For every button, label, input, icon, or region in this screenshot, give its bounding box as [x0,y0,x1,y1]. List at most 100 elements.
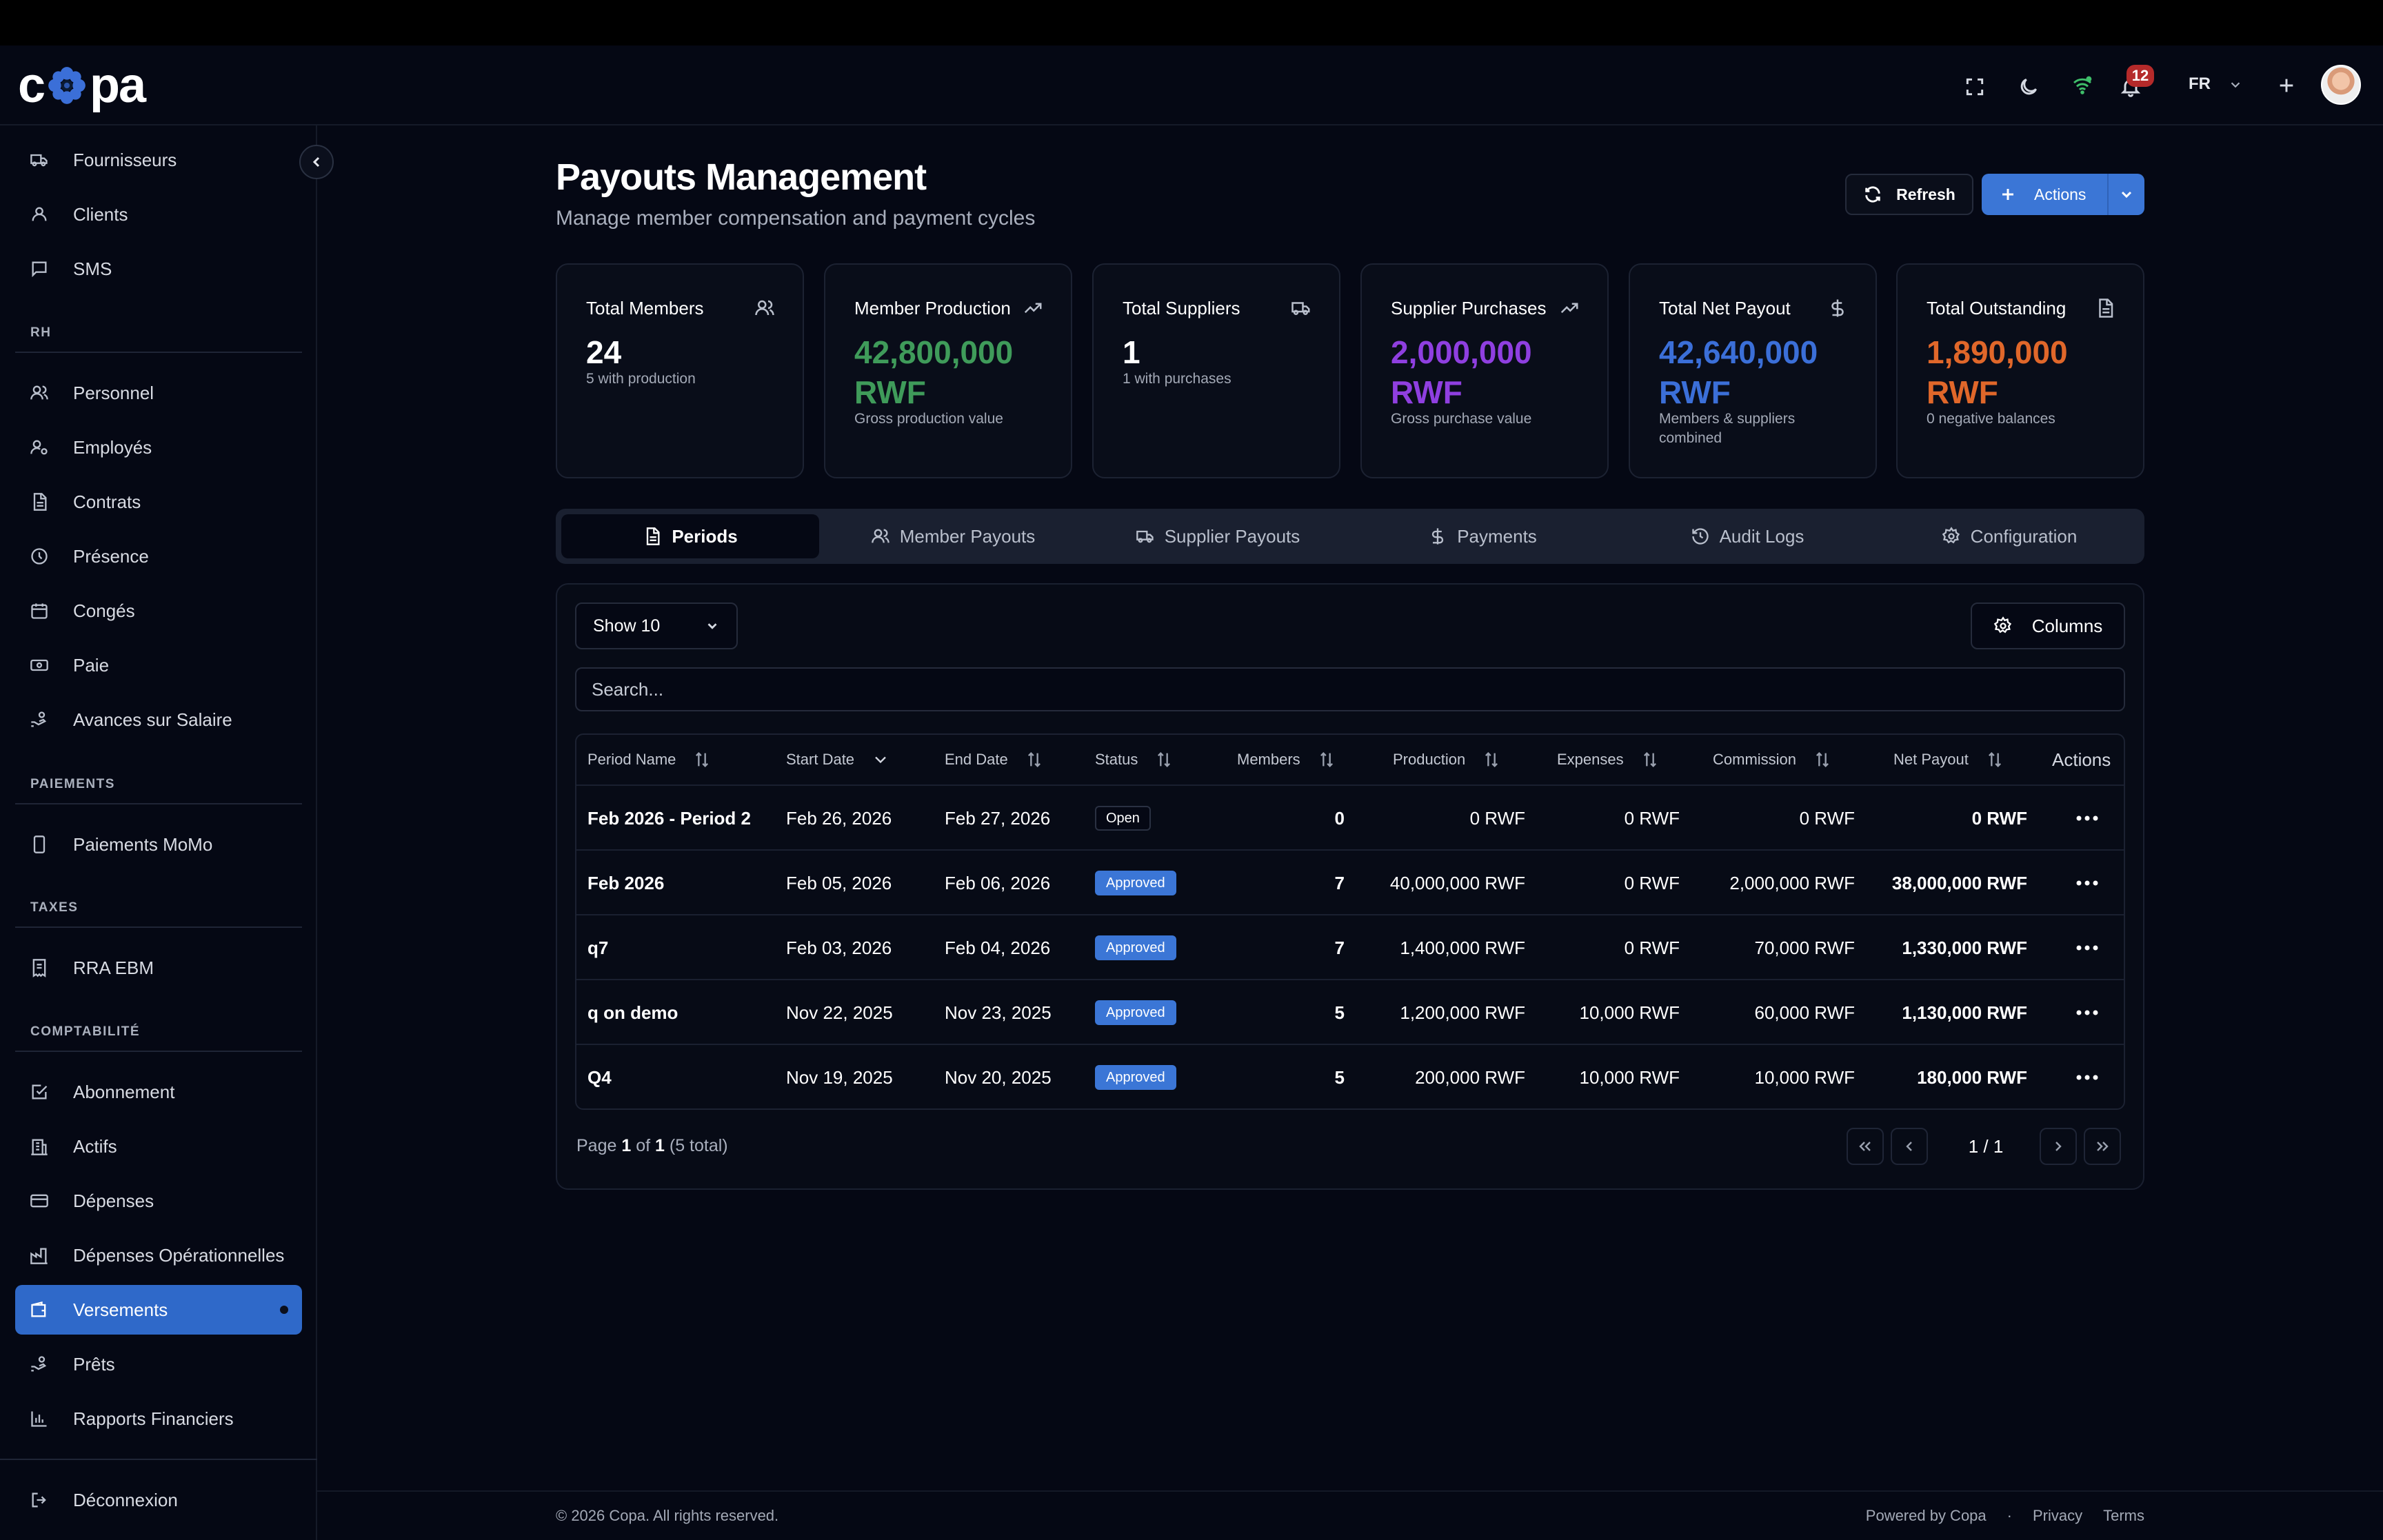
column-header-status[interactable]: Status [1095,735,1174,784]
table-row[interactable]: q on demo Nov 22, 2025 Nov 23, 2025 Appr… [576,979,2124,1045]
column-header-start-date[interactable]: Start Date [786,735,890,784]
column-header-production[interactable]: Production [1393,735,1501,784]
ellipsis-icon [2076,945,2098,951]
first-page-button[interactable] [1847,1128,1884,1165]
stat-subtext: 0 negative balances [1927,411,2055,427]
cell-period-name: Feb 2026 - Period 2 [587,807,751,829]
status-badge: Open [1095,806,1151,831]
pager-of: of [636,1136,651,1155]
sidebar-item-presence[interactable]: Présence [15,531,302,581]
sidebar-item-clients[interactable]: Clients [15,190,302,239]
cell-commission: 10,000 RWF [1754,1066,1855,1088]
sidebar-item-personnel[interactable]: Personnel [15,368,302,418]
columns-button[interactable]: Columns [1971,602,2125,649]
more-actions-button[interactable] [2075,786,2099,851]
sidebar-item-rapports-financiers[interactable]: Rapports Financiers [15,1394,302,1443]
sort-icon [1027,752,1040,767]
column-header-expenses[interactable]: Expenses [1557,735,1660,784]
pager-total-pages: 1 [655,1136,665,1155]
table-row[interactable]: Q4 Nov 19, 2025 Nov 20, 2025 Approved 5 … [576,1044,2124,1108]
stat-card-supplier-purchases: Supplier Purchases 2,000,000 RWF Gross p… [1360,263,1609,478]
column-header-label: Expenses [1557,751,1624,768]
tab-audit-logs[interactable]: Audit Logs [1615,514,1880,558]
moon-icon[interactable] [2015,73,2042,101]
language-selector[interactable]: FR [2189,74,2243,94]
truck-icon [29,150,50,170]
tab-label: Audit Logs [1719,525,1804,547]
more-actions-button[interactable] [2075,915,2099,980]
tab-supplier-payouts[interactable]: Supplier Payouts [1085,514,1350,558]
tab-configuration[interactable]: Configuration [1880,514,2139,558]
sidebar-item-rra-ebm[interactable]: RRA EBM [15,943,302,993]
ellipsis-icon [2076,815,2098,821]
wifi-status-icon[interactable] [2069,72,2096,99]
column-header-label: Period Name [587,751,676,768]
actions-button[interactable]: Actions [1982,174,2144,215]
cell-period-name: Feb 2026 [587,872,665,893]
sidebar-item-fournisseurs[interactable]: Fournisseurs [15,135,302,185]
chevron-down-icon[interactable] [2118,186,2135,207]
table-row[interactable]: q7 Feb 03, 2026 Feb 04, 2026 Approved 7 … [576,914,2124,980]
previous-page-button[interactable] [1891,1128,1928,1165]
terms-link[interactable]: Terms [2103,1507,2144,1524]
sidebar-item-paiements-momo[interactable]: Paiements MoMo [15,820,302,869]
more-actions-button[interactable] [2075,980,2099,1045]
dollar-icon [1432,528,1444,545]
plus-icon[interactable] [2273,72,2300,99]
column-header-end-date[interactable]: End Date [945,735,1044,784]
table-row[interactable]: Feb 2026 - Period 2 Feb 26, 2026 Feb 27,… [576,784,2124,851]
factory-icon [29,1245,50,1266]
more-actions-button[interactable] [2075,851,2099,915]
dollar-icon [1827,298,1848,318]
sidebar-item-depenses-operationnelles[interactable]: Dépenses Opérationnelles [15,1230,302,1280]
banknote-icon [29,655,50,676]
refresh-button[interactable]: Refresh [1845,174,1973,215]
next-page-button[interactable] [2040,1128,2077,1165]
sidebar-item-employes[interactable]: Employés [15,423,302,472]
collapse-sidebar-button[interactable] [299,145,334,179]
sidebar-item-prets[interactable]: Prêts [15,1339,302,1389]
tab-periods[interactable]: Periods [561,514,819,558]
tab-member-payouts[interactable]: Member Payouts [821,514,1085,558]
sidebar-item-actifs[interactable]: Actifs [15,1122,302,1171]
sidebar-item-abonnement[interactable]: Abonnement [15,1067,302,1117]
column-header-members[interactable]: Members [1237,735,1336,784]
logout-button[interactable]: Déconnexion [15,1475,302,1525]
copa-logo[interactable]: c pa [18,59,146,112]
sidebar-section-taxes: TAXES [30,900,79,915]
page-size-select[interactable]: Show 10 [575,602,738,649]
last-page-button[interactable] [2084,1128,2121,1165]
sidebar-item-avances[interactable]: Avances sur Salaire [15,695,302,744]
stat-subtext: 1 with purchases [1123,371,1231,387]
sidebar-item-conges[interactable]: Congés [15,586,302,636]
more-actions-button[interactable] [2075,1045,2099,1108]
flower-logo-icon [48,67,86,104]
tab-label: Periods [672,525,738,547]
user-avatar[interactable] [2321,65,2361,105]
column-header-net-payout[interactable]: Net Payout [1893,735,2004,784]
pager-current-page: 1 [621,1136,632,1155]
sort-icon [1643,752,1656,767]
table-row[interactable]: Feb 2026 Feb 05, 2026 Feb 06, 2026 Appro… [576,849,2124,915]
tab-payments[interactable]: Payments [1350,514,1615,558]
sidebar-divider [15,926,302,928]
sidebar-item-depenses[interactable]: Dépenses [15,1176,302,1226]
stat-title: Supplier Purchases [1391,298,1547,318]
sidebar-item-sms[interactable]: SMS [15,244,302,294]
stat-value: 24 [586,334,622,370]
sidebar-item-contrats[interactable]: Contrats [15,477,302,527]
sidebar-item-versements[interactable]: Versements [15,1285,302,1335]
fullscreen-icon[interactable] [1961,73,1989,101]
sort-icon [1158,752,1171,767]
column-header-period-name[interactable]: Period Name [587,735,712,784]
search-input[interactable] [575,667,2125,711]
sidebar-item-label: Clients [73,203,128,225]
stat-title: Total Outstanding [1927,298,2067,318]
sidebar-item-label: RRA EBM [73,957,154,978]
column-header-commission[interactable]: Commission [1713,735,1832,784]
privacy-link[interactable]: Privacy [2032,1507,2083,1524]
sidebar-item-paie[interactable]: Paie [15,640,302,690]
sidebar-item-label: Employés [73,436,152,458]
gear-icon [1942,527,1960,544]
page-title: Payouts Management [556,156,927,198]
